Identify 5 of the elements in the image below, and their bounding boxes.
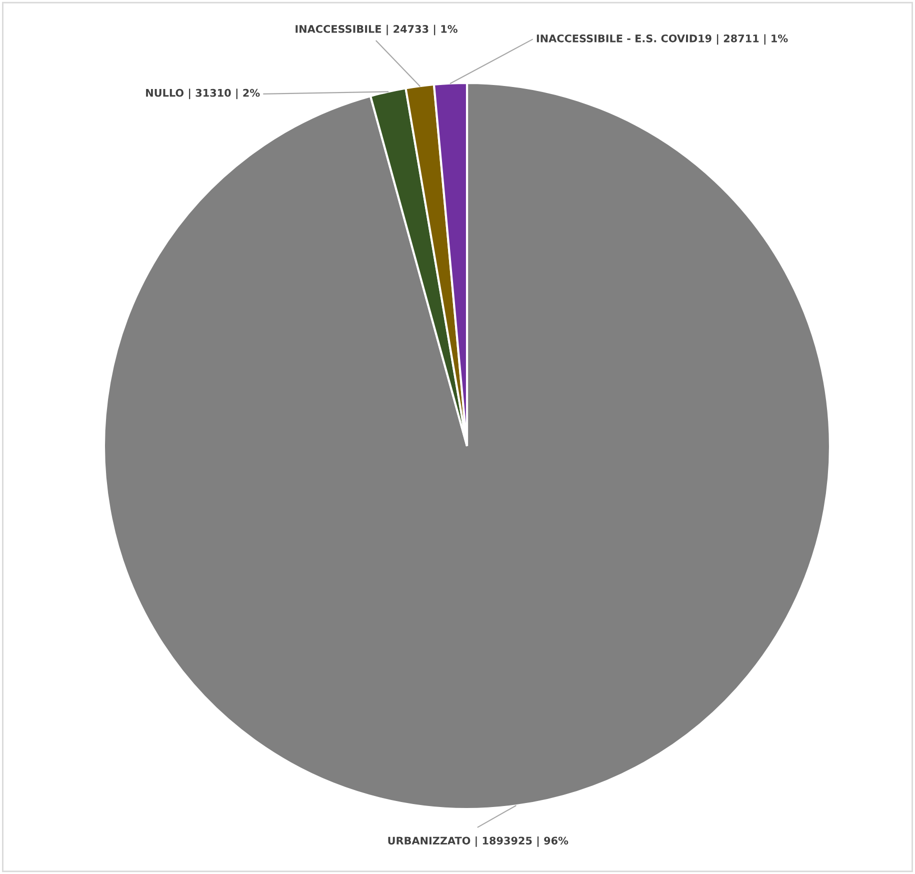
slice-label: INACCESSIBILE | 24733 | 1%	[296, 24, 458, 36]
slice-label: NULLO | 31310 | 2%	[146, 88, 260, 100]
slice-label: URBANIZZATO | 1893925 | 96%	[388, 836, 568, 847]
slice-label: INACCESSIBILE - E.S. COVID19 | 28711 | 1%	[536, 34, 788, 45]
pie-slice	[102, 82, 832, 810]
